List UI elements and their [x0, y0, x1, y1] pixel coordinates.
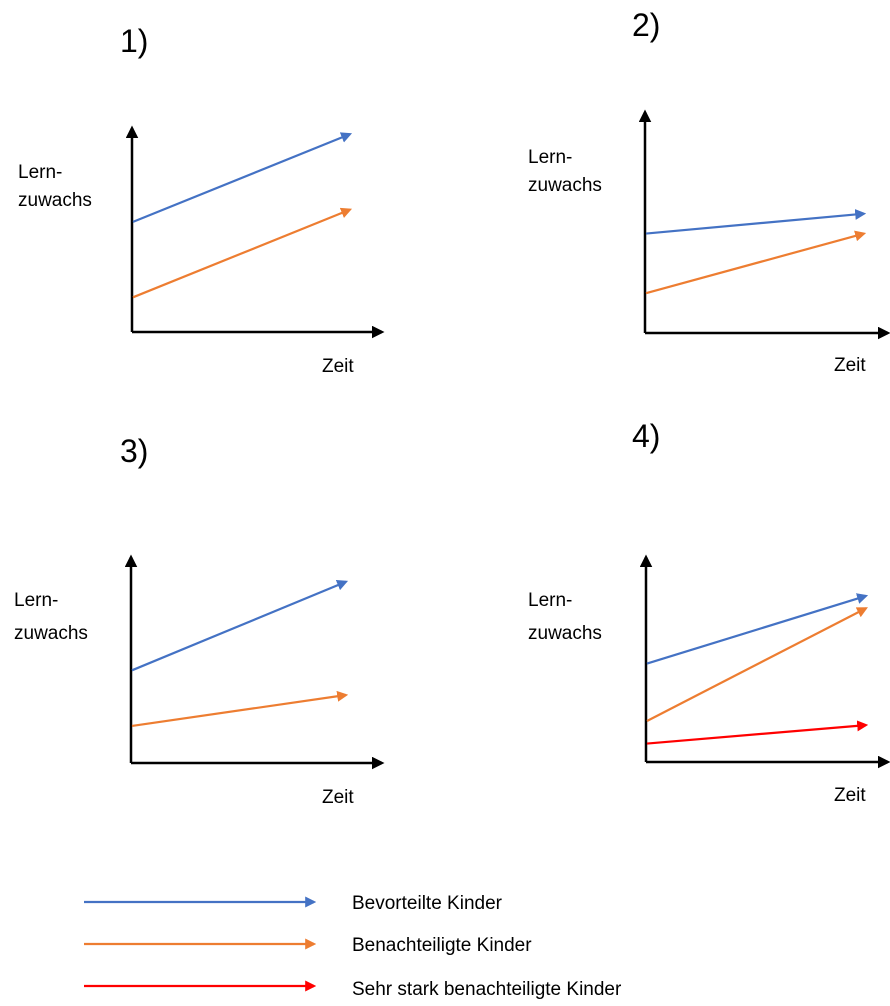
y-axis-label-line1: Lern-	[528, 590, 572, 611]
panel-number: 2)	[632, 7, 660, 43]
legend-label-benachteiligt: Benachteiligte Kinder	[352, 935, 532, 956]
y-axis-label-line2: zuwachs	[18, 190, 92, 211]
series-line-bevorteilt	[132, 132, 353, 223]
series-line-benachteiligt	[646, 607, 868, 722]
y-axis-label-line1: Lern-	[528, 147, 572, 168]
panel-number: 4)	[632, 418, 660, 454]
y-axis-label-line2: zuwachs	[528, 175, 602, 196]
series-line-benachteiligt	[132, 207, 353, 299]
legend-label-bevorteilt: Bevorteilte Kinder	[352, 893, 503, 914]
series-line-benachteiligt	[131, 690, 349, 728]
panel-number: 3)	[120, 433, 148, 469]
x-axis-label: Zeit	[322, 356, 354, 377]
y-axis-label-line1: Lern-	[14, 590, 58, 611]
panel-1: 1) Lern- zuwachs Zeit	[18, 23, 385, 377]
panel-4: 4) Lern- zuwachs Zeit	[528, 418, 890, 806]
x-axis-label: Zeit	[834, 785, 866, 806]
series-line-bevorteilt	[131, 580, 349, 672]
panel-2: 2) Lern- zuwachs Zeit	[528, 7, 890, 376]
y-axis-label-line2: zuwachs	[14, 623, 88, 644]
series-line-benachteiligt	[645, 230, 867, 295]
panel-number: 1)	[120, 23, 148, 59]
legend-label-sehr-stark: Sehr stark benachteiligte Kinder	[352, 979, 622, 1000]
legend: Bevorteilte Kinder Benachteiligte Kinder…	[84, 893, 622, 1000]
series-line-bevorteilt	[646, 593, 869, 665]
x-axis-label: Zeit	[834, 355, 866, 376]
series-line-bevorteilt	[645, 208, 867, 235]
y-axis-label-line1: Lern-	[18, 162, 62, 183]
panel-3: 3) Lern- zuwachs Zeit	[14, 433, 385, 808]
series-line-sehr-stark	[646, 720, 869, 745]
y-axis-label-line2: zuwachs	[528, 623, 602, 644]
x-axis-label: Zeit	[322, 787, 354, 808]
